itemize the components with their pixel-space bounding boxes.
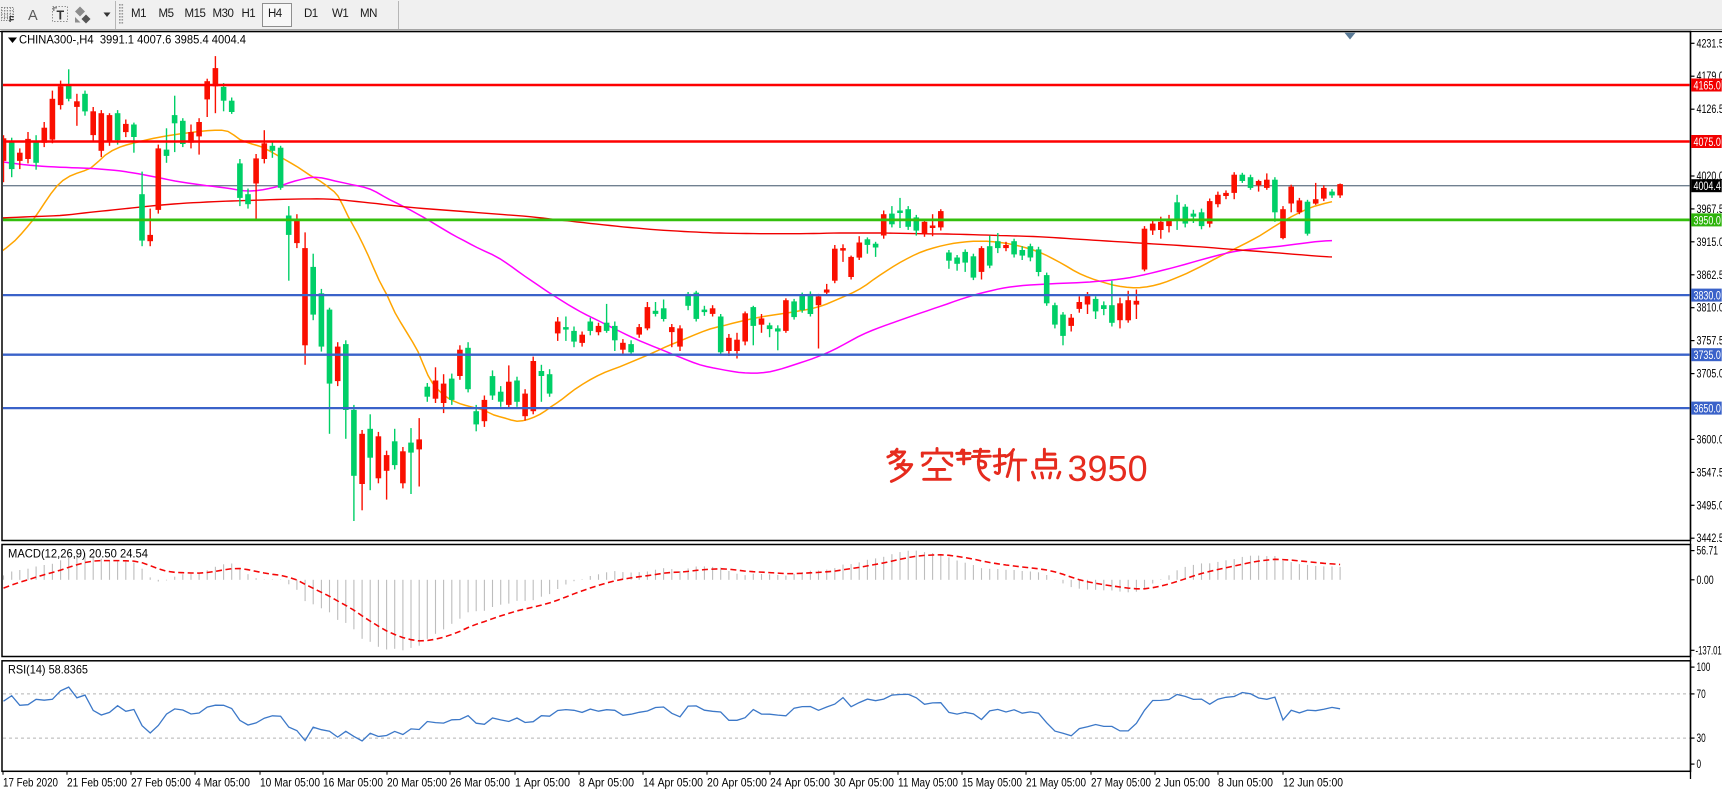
svg-text:70: 70 (1697, 687, 1707, 701)
svg-text:56.71: 56.71 (1697, 544, 1719, 558)
svg-text:F: F (9, 15, 14, 24)
svg-text:3735.0: 3735.0 (1694, 348, 1722, 362)
svg-text:3547.5: 3547.5 (1697, 465, 1722, 479)
svg-text:2 Jun 05:00: 2 Jun 05:00 (1155, 776, 1210, 790)
svg-text:T: T (57, 9, 65, 23)
svg-text:11 May 05:00: 11 May 05:00 (898, 776, 958, 790)
svg-text:3830.0: 3830.0 (1694, 289, 1722, 303)
svg-text:21 May 05:00: 21 May 05:00 (1026, 776, 1086, 790)
svg-text:10 Mar 05:00: 10 Mar 05:00 (260, 776, 320, 790)
svg-text:20 Mar 05:00: 20 Mar 05:00 (387, 776, 447, 790)
svg-text:4126.5: 4126.5 (1697, 102, 1722, 116)
svg-text:20 Apr 05:00: 20 Apr 05:00 (707, 776, 767, 790)
svg-text:0.00: 0.00 (1697, 573, 1715, 587)
svg-text:14 Apr 05:00: 14 Apr 05:00 (643, 776, 703, 790)
svg-text:3600.0: 3600.0 (1697, 432, 1722, 446)
svg-text:3757.5: 3757.5 (1697, 334, 1722, 348)
svg-text:3495.0: 3495.0 (1697, 498, 1722, 512)
svg-text:17 Feb 2020: 17 Feb 2020 (3, 776, 58, 790)
svg-text:0: 0 (1697, 757, 1702, 771)
svg-text:16 Mar 05:00: 16 Mar 05:00 (323, 776, 383, 790)
svg-text:30 Apr 05:00: 30 Apr 05:00 (834, 776, 894, 790)
svg-text:1 Apr 05:00: 1 Apr 05:00 (515, 776, 570, 790)
svg-text:12 Jun 05:00: 12 Jun 05:00 (1283, 776, 1343, 790)
svg-text:21 Feb 05:00: 21 Feb 05:00 (67, 776, 127, 790)
svg-text:A: A (28, 8, 38, 24)
svg-text:27 May 05:00: 27 May 05:00 (1091, 776, 1151, 790)
svg-text:24 Apr 05:00: 24 Apr 05:00 (770, 776, 830, 790)
svg-text:8 Apr 05:00: 8 Apr 05:00 (579, 776, 634, 790)
svg-text:3442.5: 3442.5 (1697, 531, 1722, 545)
svg-text:4165.0: 4165.0 (1694, 79, 1722, 93)
svg-text:15 May 05:00: 15 May 05:00 (962, 776, 1022, 790)
svg-text:100: 100 (1697, 660, 1711, 674)
svg-text:30: 30 (1697, 731, 1707, 745)
svg-text:3650.0: 3650.0 (1694, 402, 1722, 416)
svg-text:8 Jun 05:00: 8 Jun 05:00 (1218, 776, 1273, 790)
svg-text:3705.0: 3705.0 (1697, 367, 1722, 381)
svg-text:4075.0: 4075.0 (1694, 135, 1722, 149)
svg-text:3915.0: 3915.0 (1697, 235, 1722, 249)
svg-text:3950.0: 3950.0 (1694, 213, 1722, 227)
svg-text:4231.5: 4231.5 (1697, 36, 1722, 50)
svg-text:3967.5: 3967.5 (1697, 202, 1722, 216)
svg-text:3810.0: 3810.0 (1697, 301, 1722, 315)
svg-text:4004.4: 4004.4 (1694, 179, 1722, 193)
svg-text:RSI(14) 58.8365: RSI(14) 58.8365 (8, 663, 88, 677)
svg-text:4 Mar 05:00: 4 Mar 05:00 (195, 776, 250, 790)
svg-text:26 Mar 05:00: 26 Mar 05:00 (450, 776, 510, 790)
svg-text:CHINA300-,H4 3991.1 4007.6 39: CHINA300-,H4 3991.1 4007.6 3985.4 4004.4 (19, 33, 246, 47)
svg-text:MACD(12,26,9) 20.50 24.54: MACD(12,26,9) 20.50 24.54 (8, 547, 148, 561)
svg-text:27 Feb 05:00: 27 Feb 05:00 (131, 776, 191, 790)
svg-text:3862.5: 3862.5 (1697, 268, 1722, 282)
svg-text:3950: 3950 (1068, 448, 1148, 489)
svg-text:-137.01: -137.01 (1696, 643, 1722, 657)
